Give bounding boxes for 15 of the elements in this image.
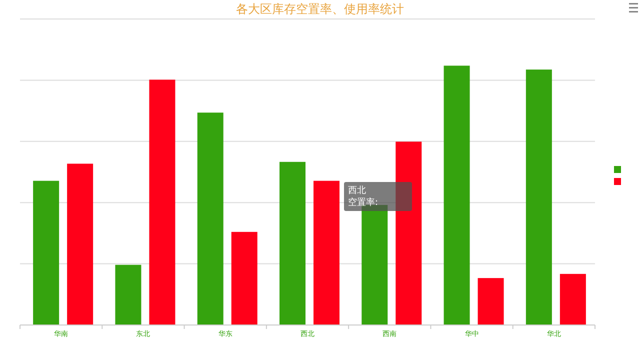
annotation: 空置率: [348,197,378,208]
bar [231,232,258,325]
bar [526,70,552,325]
bar [444,66,470,325]
bar [560,274,586,325]
bar [314,180,340,325]
bar [149,80,176,325]
bar [197,112,224,325]
bar [478,278,504,325]
chart-title: 各大区库存空置率、使用率统计 [236,2,404,16]
bar [115,264,142,325]
bar [33,180,60,325]
bar [67,164,94,325]
annotation: 西北 [348,185,366,196]
bar [280,162,306,325]
